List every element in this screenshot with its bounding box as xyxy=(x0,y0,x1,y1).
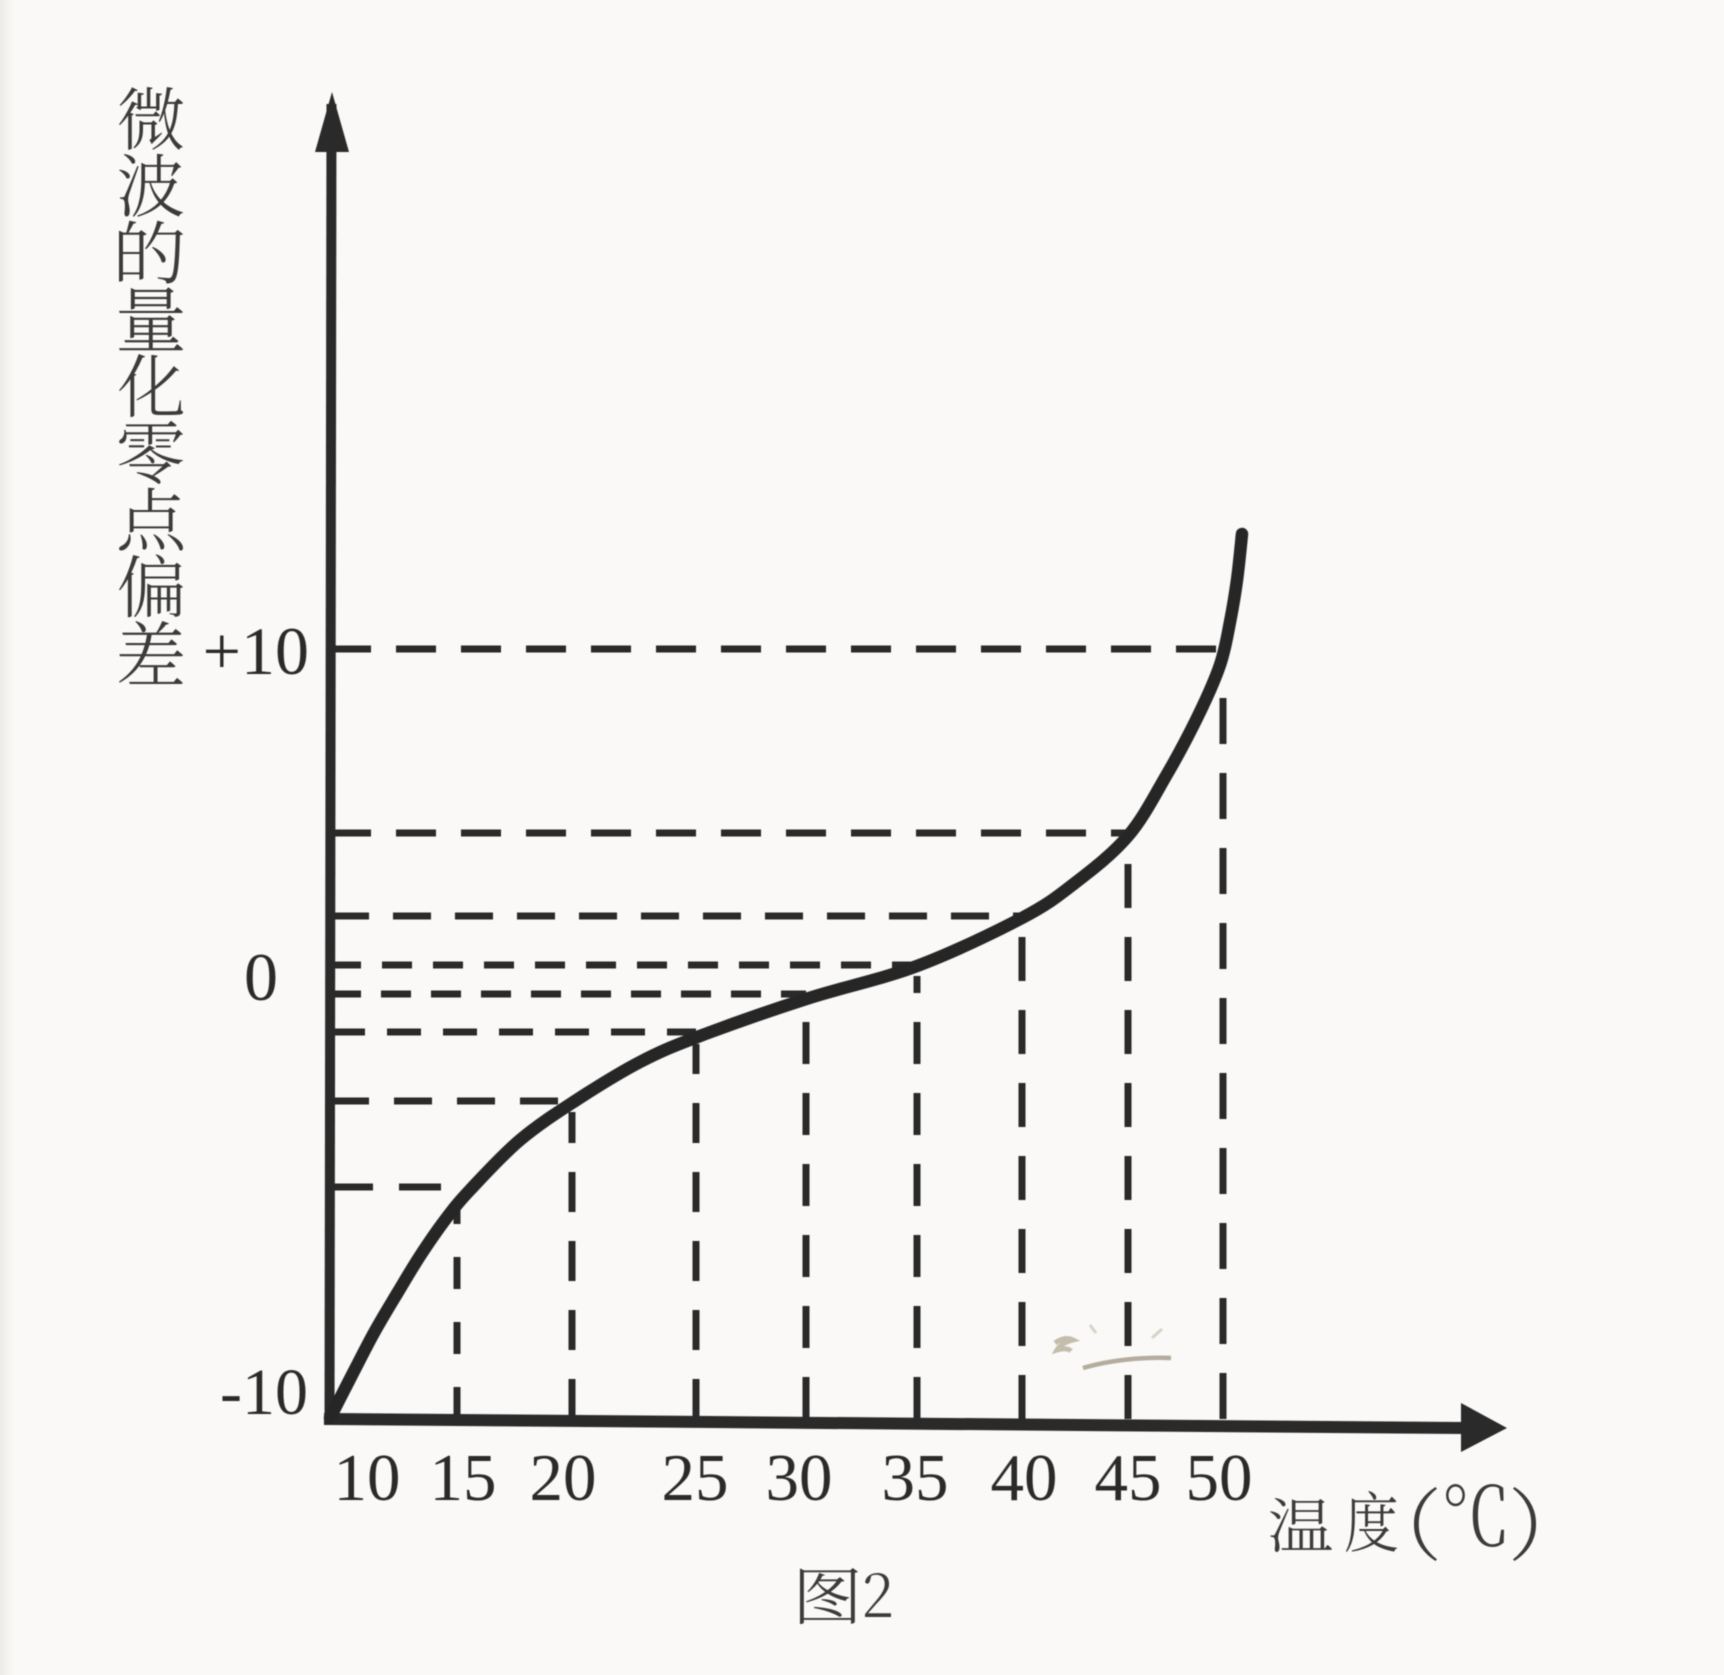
svg-text:45: 45 xyxy=(1095,1441,1162,1515)
svg-text:20: 20 xyxy=(530,1441,597,1515)
svg-text:-10: -10 xyxy=(220,1356,308,1429)
svg-text:40: 40 xyxy=(991,1441,1058,1515)
svg-text:30: 30 xyxy=(766,1441,833,1515)
svg-text:50: 50 xyxy=(1186,1441,1253,1515)
svg-text:25: 25 xyxy=(662,1441,729,1515)
svg-text:10: 10 xyxy=(334,1441,401,1515)
svg-text:0: 0 xyxy=(244,939,278,1015)
svg-text:15: 15 xyxy=(430,1441,497,1515)
svg-text:35: 35 xyxy=(882,1441,949,1515)
svg-text:+10: +10 xyxy=(203,613,309,689)
